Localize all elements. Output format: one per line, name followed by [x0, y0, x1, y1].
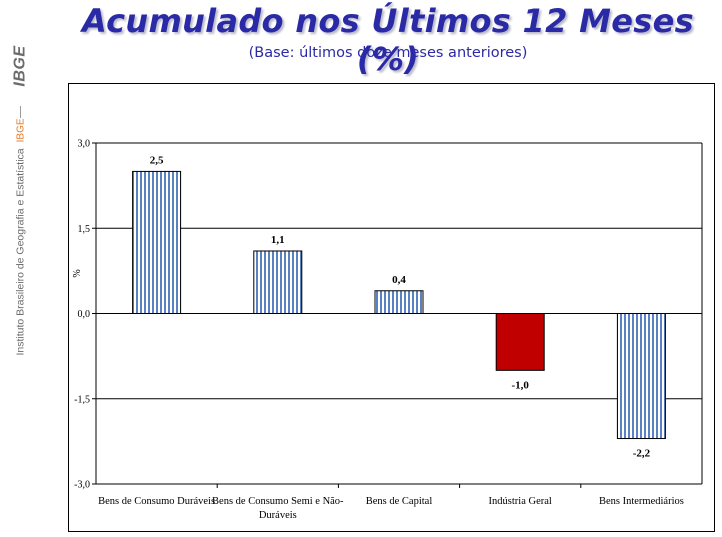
data-label: -1,0 — [511, 379, 529, 391]
sidebar: IBGE Instituto Brasileiro de Geografia e… — [0, 0, 42, 537]
page-title: Acumulado nos Últimos 12 Meses (%) — [82, 2, 694, 78]
y-axis-label: % — [72, 269, 83, 277]
x-tick-label: Indústria Geral — [489, 496, 552, 507]
data-label: -2,2 — [633, 448, 651, 460]
page-subtitle: (Base: últimos doze meses anteriores) — [248, 45, 528, 61]
data-label: 0,4 — [392, 274, 406, 286]
y-tick-label: 3,0 — [78, 139, 91, 150]
bar — [374, 290, 424, 314]
y-tick-label: -3,0 — [74, 480, 90, 491]
x-tick-label: Bens de Consumo Duráveis — [98, 496, 215, 507]
bar — [616, 313, 666, 440]
sidebar-divider — [20, 106, 21, 118]
y-tick-label: -1,5 — [74, 394, 90, 405]
bar — [495, 313, 545, 371]
x-tick-label: Bens de Consumo Semi e Não- — [212, 496, 344, 507]
x-tick-label: Bens Intermediários — [599, 496, 684, 507]
x-tick-label: Duráveis — [259, 510, 297, 521]
y-tick-label: 0,0 — [78, 309, 91, 320]
data-label: 2,5 — [150, 154, 164, 166]
bar — [253, 250, 303, 315]
x-tick-label: Bens de Capital — [366, 496, 433, 507]
y-tick-label: 1,5 — [78, 224, 91, 235]
data-label: 1,1 — [271, 234, 285, 246]
bar — [132, 170, 182, 314]
